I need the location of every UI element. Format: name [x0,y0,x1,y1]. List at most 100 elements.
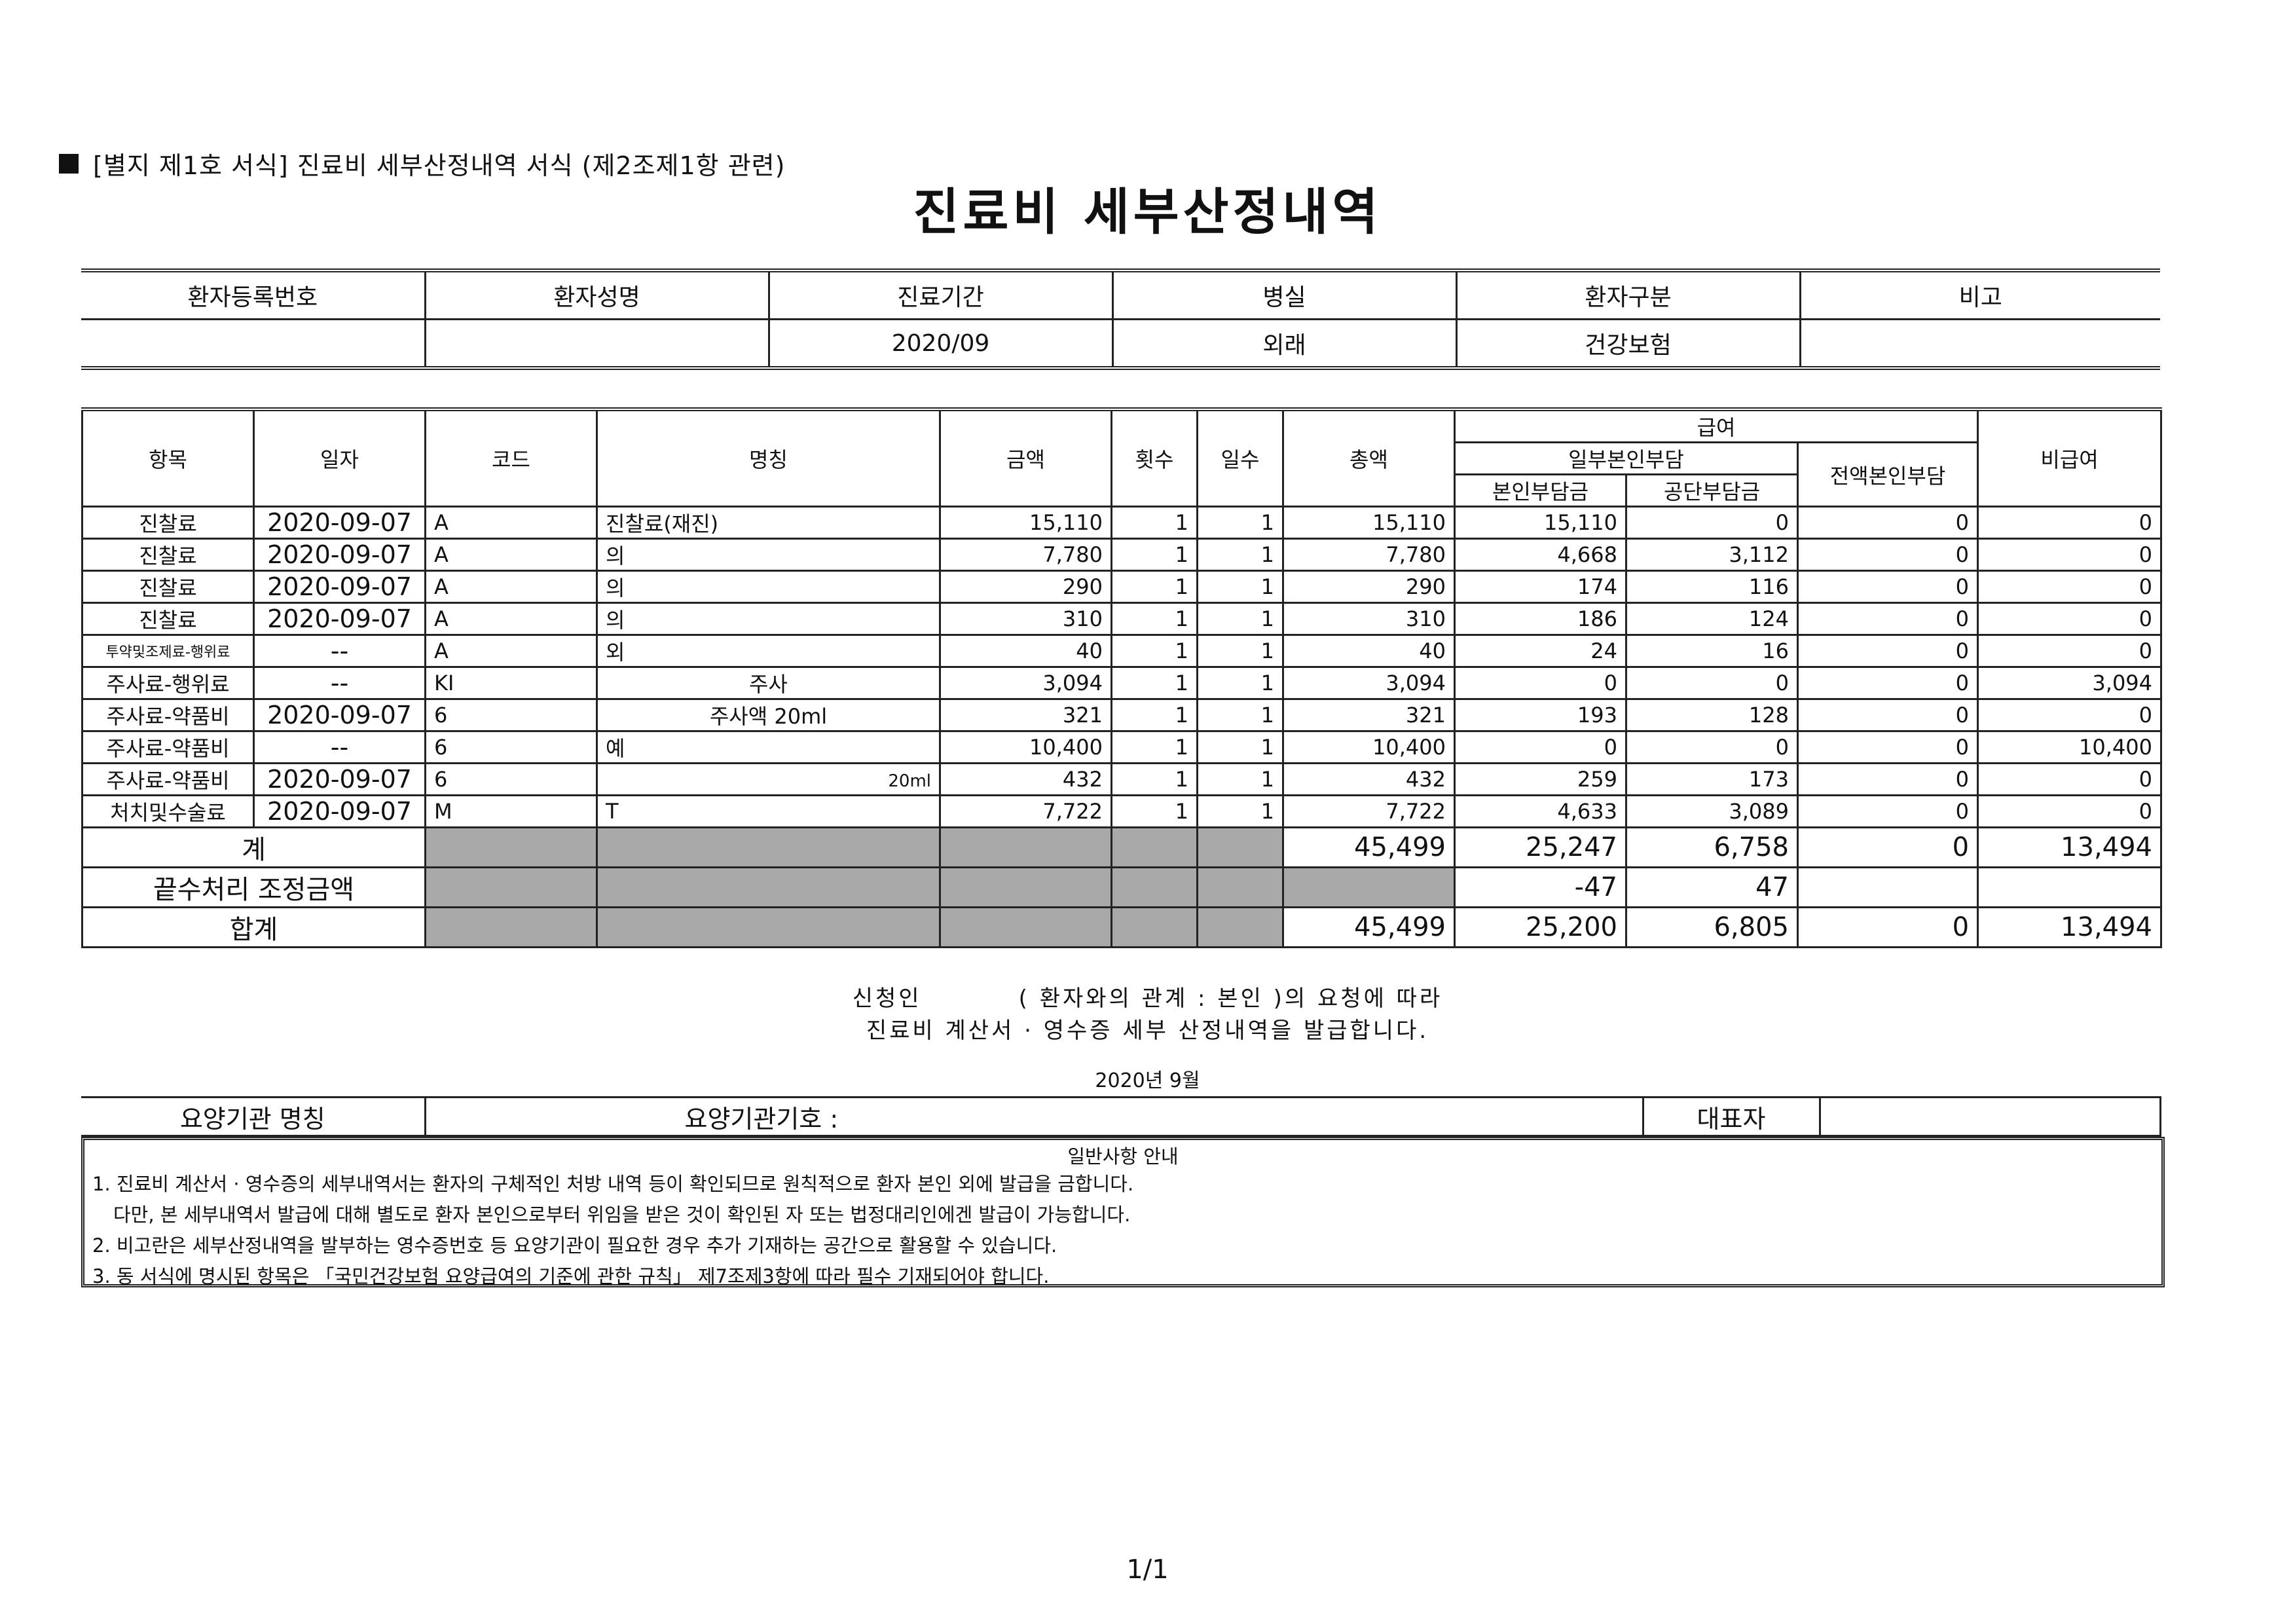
header-patient-name: 환자성명 [424,268,770,320]
cell-full-self: 0 [1796,506,1979,540]
shaded-cell [1111,906,1198,948]
table-row: 진찰료 2020-09-07 A 의 7,780 1 1 7,780 4,668… [81,538,2163,572]
col-header-non-benefit: 비급여 [1977,407,2163,507]
col-header-item: 항목 [81,407,255,507]
cell-name: 예 [596,730,941,764]
cell-amount: 3,094 [939,666,1112,700]
rounding-row: 끝수처리 조정금액 -47 47 [81,866,2163,908]
cell-days: 1 [1196,730,1284,764]
cell-self-pay: 174 [1454,570,1627,604]
cell-item: 주사료-약품비 [81,730,255,764]
grand-total-non-benefit: 13,494 [1977,906,2163,948]
cell-public-pay: 3,089 [1625,794,1799,828]
cell-public-pay: 173 [1625,762,1799,796]
cell-non-benefit: 0 [1977,506,2163,540]
cell-date: -- [253,666,426,700]
cell-name-text: 의 [606,544,625,568]
cell-self-pay: 0 [1454,730,1627,764]
statement-line-2: 진료비 계산서 · 영수증 세부 산정내역을 발급합니다. [866,1018,1429,1044]
cell-code: KI [424,666,598,700]
cell-self-pay: 4,668 [1454,538,1627,572]
cell-code: A [424,538,598,572]
col-header-public-pay: 공단부담금 [1625,473,1799,507]
cell-name: 의 [596,538,941,572]
col-header-date: 일자 [253,407,426,507]
cell-public-pay: 116 [1625,570,1799,604]
cell-times: 1 [1111,570,1198,604]
cell-code: 6 [424,730,598,764]
cell-name: 20ml [596,762,941,796]
cell-days: 1 [1196,762,1284,796]
cell-date: 2020-09-07 [253,538,426,572]
cell-non-benefit: 0 [1977,538,2163,572]
cell-days: 1 [1196,698,1284,732]
cell-total: 290 [1282,570,1456,604]
cell-non-benefit: 0 [1977,698,2163,732]
table-row: 진찰료 2020-09-07 A 의 290 1 1 290 174 116 0… [81,570,2163,604]
representative-label: 대표자 [1642,1096,1821,1137]
cell-item: 처치및수술료 [81,794,255,828]
cell-amount: 40 [939,634,1112,668]
cell-item: 주사료-약품비 [81,762,255,796]
value-room: 외래 [1111,318,1458,370]
grand-total-row: 합계 45,499 25,200 6,805 0 13,494 [81,906,2163,948]
institution-table: 요양기관 명칭 요양기관기호 : 대표자 [81,1096,2161,1137]
table-row: 주사료-행위료 -- KI 주사 3,094 1 1 3,094 0 0 0 3… [81,666,2163,700]
cell-self-pay: 259 [1454,762,1627,796]
shaded-cell [1282,866,1456,908]
cell-name-text: 예 [606,736,625,761]
cell-full-self: 0 [1796,538,1979,572]
cell-full-self: 0 [1796,666,1979,700]
cell-total: 15,110 [1282,506,1456,540]
cell-item: 주사료-약품비 [81,698,255,732]
col-header-amount: 금액 [939,407,1112,507]
cell-code: A [424,570,598,604]
value-remarks [1799,318,2160,370]
general-notes-box: 일반사항 안내 1. 진료비 계산서 · 영수증의 세부내역서는 환자의 구체적… [81,1137,2165,1287]
header-remarks: 비고 [1799,268,2160,320]
cell-name: 의 [596,602,941,636]
cell-days: 1 [1196,666,1284,700]
notes-line: 1. 진료비 계산서 · 영수증의 세부내역서는 환자의 구체적인 처방 내역 … [92,1173,1134,1195]
cell-amount: 310 [939,602,1112,636]
cell-item: 진찰료 [81,538,255,572]
table-row: 처치및수술료 2020-09-07 M T 7,722 1 1 7,722 4,… [81,794,2163,828]
cell-public-pay: 0 [1625,506,1799,540]
subtotal-full-self: 0 [1796,826,1979,868]
representative-value [1818,1096,2161,1137]
cell-name: T [596,794,941,828]
table-row: 주사료-약품비 2020-09-07 6 주사액 20ml 321 1 1 32… [81,698,2163,732]
cell-total: 321 [1282,698,1456,732]
header-treatment-period: 진료기간 [767,268,1114,320]
notes-line: 2. 비고란은 세부산정내역을 발부하는 영수증번호 등 요양기관이 필요한 경… [92,1234,1057,1257]
cell-name: 주사액 20ml [596,698,941,732]
col-header-full-self: 전액본인부담 [1796,441,1979,507]
notes-title: 일반사항 안내 [1067,1145,1179,1168]
cell-code: A [424,602,598,636]
form-header: [별지 제1호 서식] 진료비 세부산정내역 서식 (제2조제1항 관련) [59,145,785,181]
cell-item: 투약및조제료-행위료 [81,634,255,668]
col-header-code: 코드 [424,407,598,507]
cell-days: 1 [1196,602,1284,636]
shaded-cell [1196,866,1284,908]
cell-public-pay: 16 [1625,634,1799,668]
cell-times: 1 [1111,602,1198,636]
cell-date: 2020-09-07 [253,794,426,828]
table-row: 주사료-약품비 -- 6 예 10,400 1 1 10,400 0 0 0 1… [81,730,2163,764]
cell-full-self: 0 [1796,602,1979,636]
cell-full-self: 0 [1796,698,1979,732]
cell-self-pay: 24 [1454,634,1627,668]
cell-times: 1 [1111,506,1198,540]
grand-total-full-self: 0 [1796,906,1979,948]
cell-times: 1 [1111,730,1198,764]
cell-total: 3,094 [1282,666,1456,700]
cell-days: 1 [1196,570,1284,604]
cell-non-benefit: 10,400 [1977,730,2163,764]
col-header-name: 명칭 [596,407,941,507]
cell-item: 진찰료 [81,506,255,540]
cell-name-text: 주사 [749,672,788,697]
subtotal-row: 계 45,499 25,247 6,758 0 13,494 [81,826,2163,868]
cell-name-text: 진찰료(재진) [606,511,719,536]
cell-name: 주사 [596,666,941,700]
cell-days: 1 [1196,794,1284,828]
